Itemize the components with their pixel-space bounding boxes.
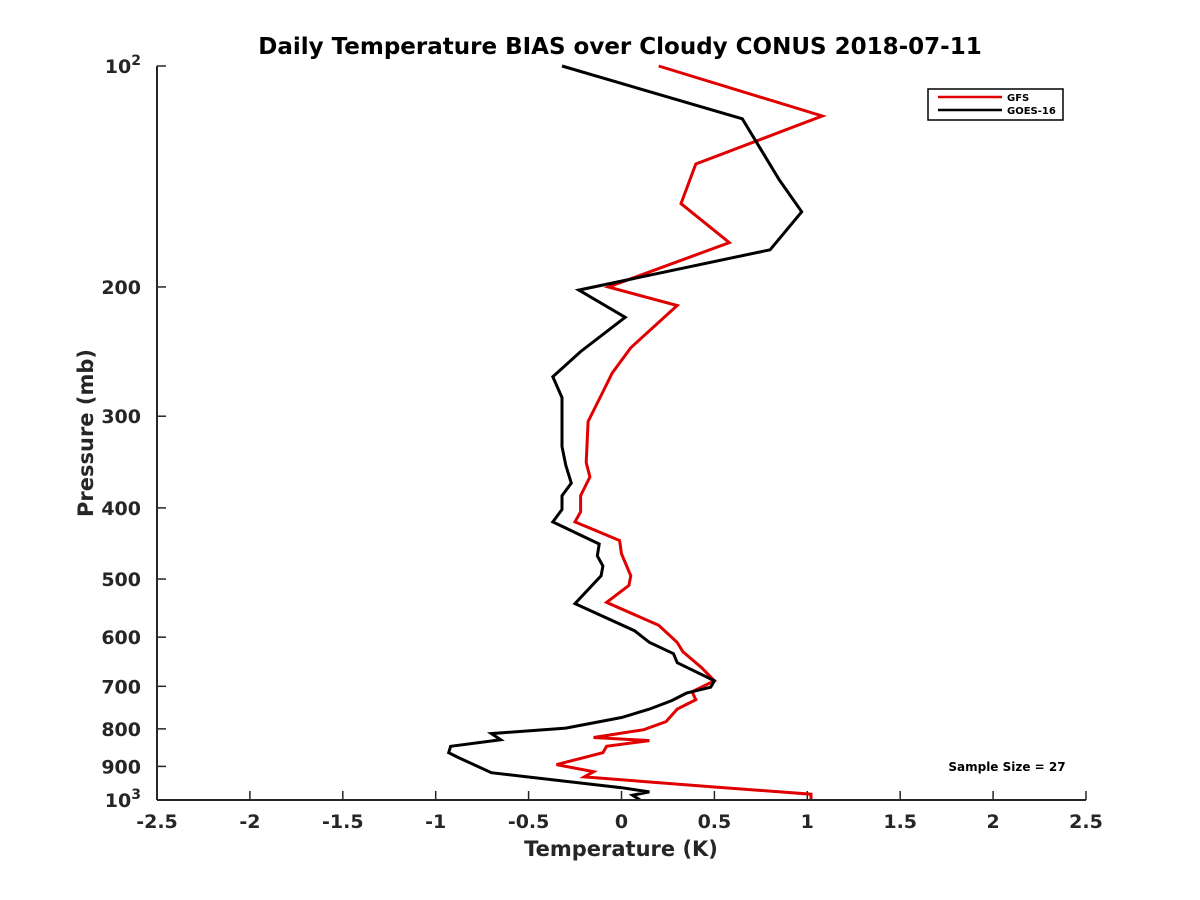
x-tick-label: -0.5 [508, 811, 550, 833]
x-axis-label: Temperature (K) [524, 837, 718, 861]
legend-box [927, 88, 1064, 121]
y-axis-ticks: 102 200 300 400 500 600 700 800 900 103 [101, 53, 166, 812]
x-tick-label: -2.5 [136, 811, 178, 833]
legend: GFS GOES-16 [927, 88, 1064, 121]
y-tick-label: 700 [101, 676, 141, 698]
y-tick-label: 102 [105, 53, 141, 78]
series-line-gfs [556, 64, 827, 800]
y-tick-label: 200 [101, 277, 141, 299]
y-tick-label: 300 [101, 406, 141, 428]
x-tick-label: 1.5 [883, 811, 917, 833]
y-tick-label: 103 [105, 787, 141, 812]
x-tick-label: 0 [615, 811, 628, 833]
x-tick-label: -1.5 [322, 811, 364, 833]
sample-size-annotation: Sample Size = 27 [948, 760, 1065, 774]
x-tick-label: 2.5 [1069, 811, 1103, 833]
series-layer [446, 64, 827, 802]
y-tick-label: 400 [101, 498, 141, 520]
x-tick-label: 1 [801, 811, 814, 833]
y-tick-label: 500 [101, 569, 141, 591]
y-tick-label: 600 [101, 627, 141, 649]
y-axis-label: Pressure (mb) [74, 349, 98, 517]
chart-title: Daily Temperature BIAS over Cloudy CONUS… [258, 34, 981, 60]
legend-label-goes16: GOES-16 [1007, 106, 1056, 117]
x-tick-label: 0.5 [698, 811, 732, 833]
x-tick-label: -2 [239, 811, 260, 833]
legend-label-gfs: GFS [1007, 93, 1029, 104]
x-tick-label: 2 [986, 811, 999, 833]
series-line-goes-16 [446, 64, 804, 802]
y-tick-label: 900 [101, 756, 141, 778]
x-tick-label: -1 [425, 811, 446, 833]
x-axis-ticks: -2.5 -2 -1.5 -1 -0.5 0 0.5 1 1.5 2 2.5 [136, 791, 1103, 833]
y-tick-label: 800 [101, 719, 141, 741]
